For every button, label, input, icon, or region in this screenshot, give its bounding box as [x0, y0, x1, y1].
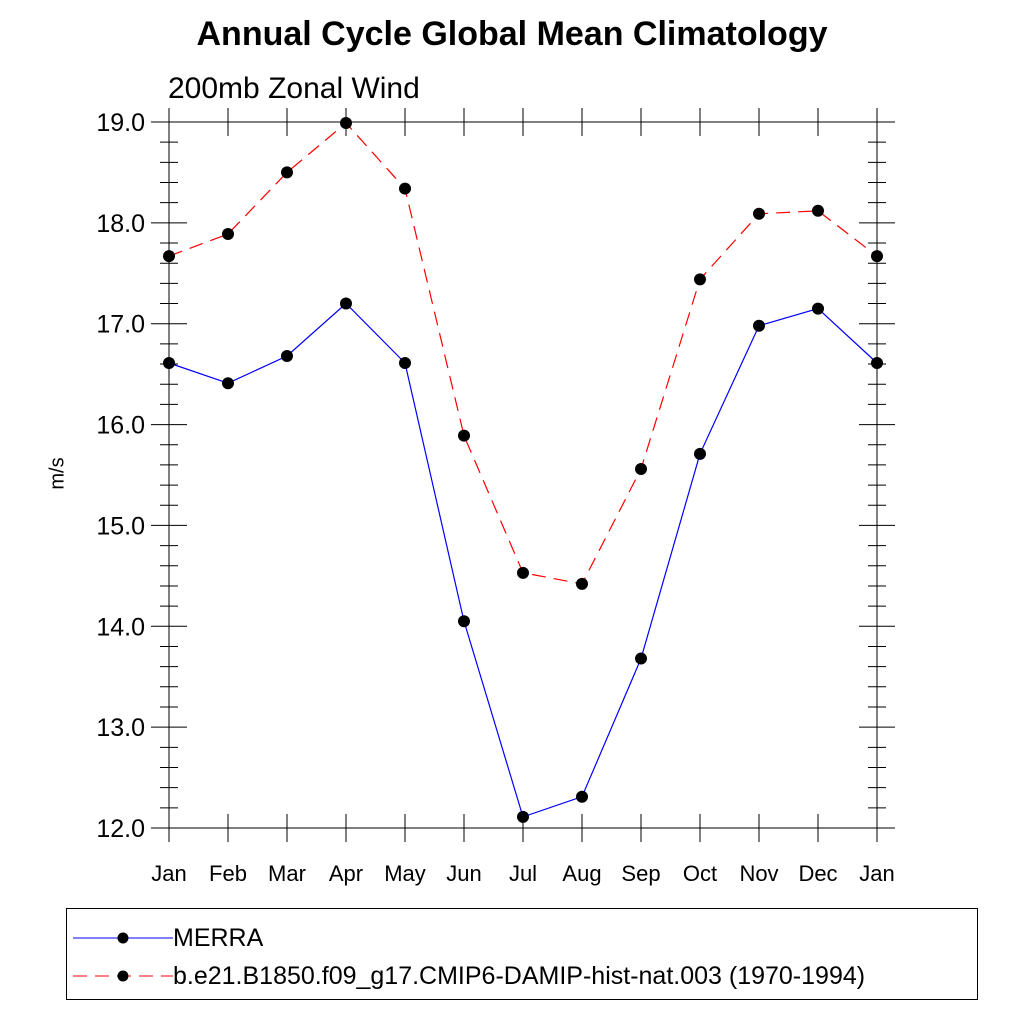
legend-label-merra: MERRA	[173, 923, 264, 952]
series-1-point	[399, 357, 411, 370]
series-1-point	[281, 349, 293, 362]
x-tick-label: Feb	[209, 861, 247, 886]
y-tick-label: 15.0	[96, 512, 145, 540]
series-1-point	[694, 447, 706, 460]
series-1-point	[340, 297, 352, 310]
legend-item-merra: MERRA	[67, 921, 263, 955]
legend-item-model: b.e21.B1850.f09_g17.CMIP6-DAMIP-hist-nat…	[67, 959, 865, 993]
x-tick-label: Apr	[329, 861, 363, 886]
minor-ticks	[160, 141, 886, 809]
series-1-point	[458, 615, 470, 628]
chart-title: Annual Cycle Global Mean Climatology	[196, 15, 828, 53]
y-tick-label: 14.0	[96, 613, 145, 641]
series-2-point	[281, 166, 293, 179]
x-tick-label: Sep	[621, 861, 660, 886]
series-layer	[163, 117, 883, 823]
plot-frame	[168, 121, 878, 829]
chart-subtitle: 200mb Zonal Wind	[168, 72, 420, 105]
x-tick-label: Dec	[798, 861, 837, 886]
x-tick-label: Mar	[268, 861, 306, 886]
series-line-1	[168, 302, 878, 818]
x-tick-label: Oct	[683, 861, 717, 886]
series-1-point	[635, 652, 647, 665]
legend: MERRA b.e21.B1850.f09_g17.CMIP6-DAMIP-hi…	[66, 908, 978, 1000]
series-2-point	[399, 182, 411, 195]
series-2-point	[340, 117, 352, 130]
y-tick-label: 17.0	[96, 311, 145, 339]
series-2-point	[694, 273, 706, 286]
x-tick-label: Jan	[859, 861, 894, 886]
series-1-point	[576, 790, 588, 803]
x-tick-label: Aug	[562, 861, 601, 886]
series-2-point	[753, 207, 765, 220]
series-1-point	[753, 319, 765, 332]
series-2-point	[517, 566, 529, 579]
series-2-point	[635, 462, 647, 475]
series-1-point	[517, 810, 529, 823]
y-tick-label: 12.0	[96, 815, 145, 843]
x-tick-label: Jul	[509, 861, 537, 886]
legend-swatch-merra	[73, 932, 173, 944]
major-ticks	[151, 108, 895, 842]
y-tick-label: 19.0	[96, 109, 145, 137]
y-axis-label: m/s	[46, 457, 69, 490]
x-tick-label: Jan	[151, 861, 186, 886]
y-tick-label: 13.0	[96, 714, 145, 742]
x-tick-label: May	[384, 861, 426, 886]
x-tick-label: Jun	[446, 861, 481, 886]
series-2-point	[458, 429, 470, 442]
y-tick-label: 18.0	[96, 210, 145, 238]
series-line-2	[168, 122, 878, 585]
tick-labels: 12.0 13.0 14.0 15.0 16.0 17.0 18.0 19.0 Jan Feb Ma…	[96, 109, 894, 886]
series-1-point	[812, 302, 824, 315]
series-2-point	[576, 577, 588, 590]
y-tick-label: 16.0	[96, 412, 145, 440]
series-2-point	[222, 227, 234, 240]
series-1-point	[222, 377, 234, 390]
x-tick-label: Nov	[739, 861, 778, 886]
series-2-point	[812, 204, 824, 217]
legend-swatch-model	[73, 970, 173, 982]
legend-label-model: b.e21.B1850.f09_g17.CMIP6-DAMIP-hist-nat…	[173, 961, 866, 990]
